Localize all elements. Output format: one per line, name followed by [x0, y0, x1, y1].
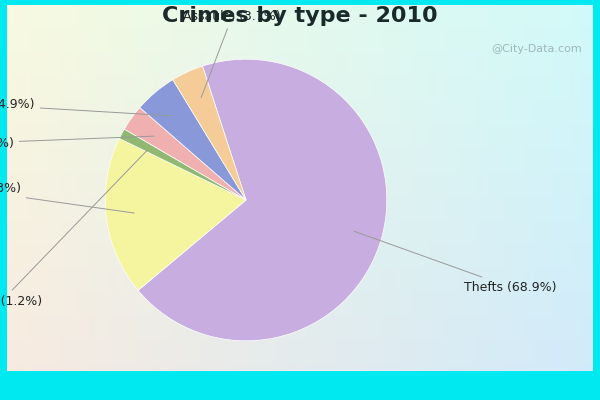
Wedge shape — [140, 80, 246, 200]
Text: Arson (1.2%): Arson (1.2%) — [0, 150, 147, 308]
Wedge shape — [124, 108, 246, 200]
Text: Crimes by type - 2010: Crimes by type - 2010 — [162, 6, 438, 26]
Text: Burglaries (18.3%): Burglaries (18.3%) — [0, 182, 134, 213]
Text: @City-Data.com: @City-Data.com — [491, 44, 582, 54]
Wedge shape — [105, 138, 246, 290]
Text: Assaults (3.7%): Assaults (3.7%) — [183, 10, 281, 98]
Wedge shape — [119, 129, 246, 200]
Text: Thefts (68.9%): Thefts (68.9%) — [354, 231, 557, 294]
Wedge shape — [173, 66, 246, 200]
Text: Auto thefts (4.9%): Auto thefts (4.9%) — [0, 98, 172, 116]
Text: Robberies (3.0%): Robberies (3.0%) — [0, 136, 154, 150]
Wedge shape — [138, 59, 387, 341]
